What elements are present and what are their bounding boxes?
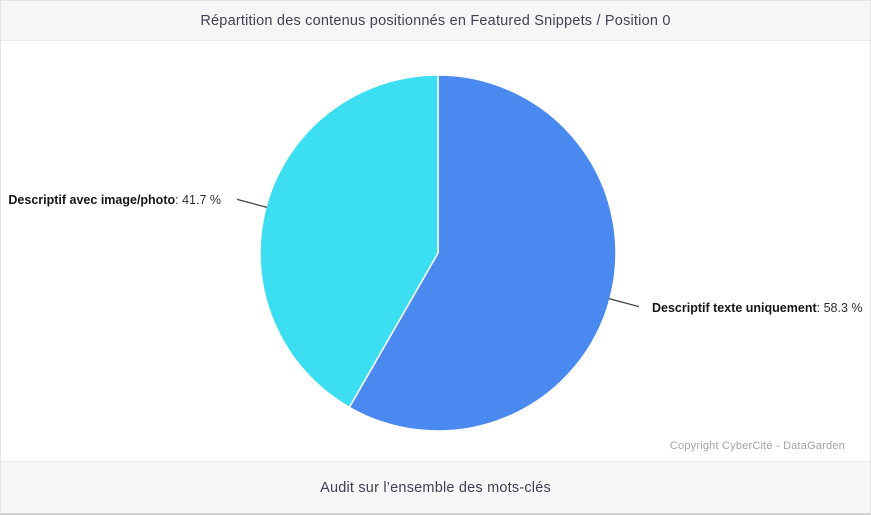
chart-header: Répartition des contenus positionnés en …: [1, 1, 870, 41]
leader-line: [236, 198, 268, 208]
slice-label-name: Descriptif avec image/photo: [8, 193, 176, 207]
slice-label-value: : 58.3 %: [816, 301, 863, 315]
slice-label-image-photo: Descriptif avec image/photo: 41.7 %: [8, 191, 221, 209]
copyright-text: Copyright CyberCité - DataGarden: [669, 440, 845, 452]
leader-line: [608, 298, 640, 308]
page-title: Répartition des contenus positionnés en …: [200, 12, 671, 29]
slice-label-value: : 41.7 %: [175, 193, 221, 207]
slice-label-name: Descriptif texte uniquement: [652, 301, 817, 315]
slice-label-texte-uniquement: Descriptif texte uniquement: 58.3 %: [652, 299, 863, 317]
footer-caption: Audit sur l’ensemble des mots-clés: [320, 479, 551, 496]
chart-footer: Audit sur l’ensemble des mots-clés: [1, 461, 870, 513]
chart-area: Descriptif avec image/photo: 41.7 % Desc…: [1, 41, 870, 461]
pie-chart-svg: [236, 74, 640, 432]
